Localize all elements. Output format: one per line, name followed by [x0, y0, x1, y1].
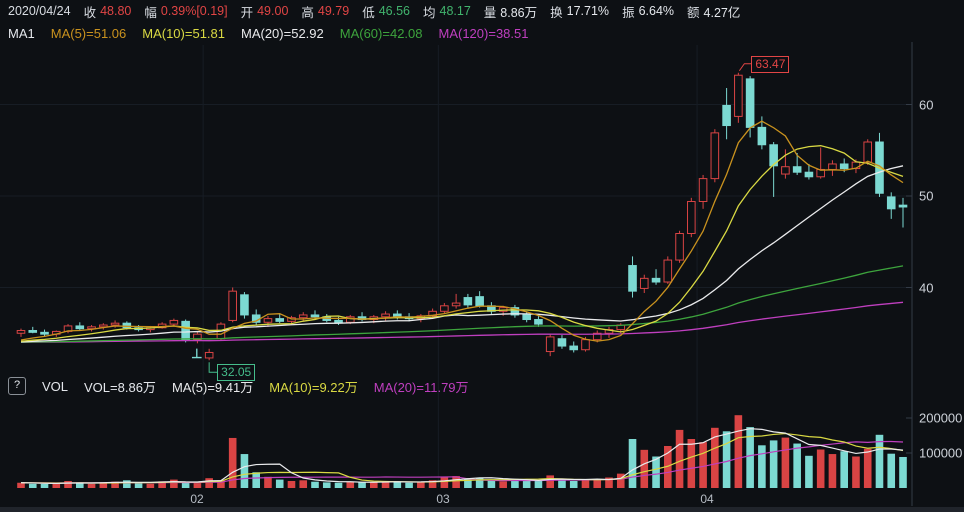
quote-item-label: 量	[483, 5, 497, 20]
y-axis-label: 40	[919, 280, 934, 295]
quote-item-value: 17.71%	[566, 4, 610, 18]
quote-item-label: 换	[550, 5, 563, 20]
quote-item: 收 48.80	[84, 2, 132, 21]
quote-item-value: 49.00	[257, 4, 289, 18]
quote-item: 高 49.79	[301, 2, 349, 21]
quote-item: 开 49.00	[241, 2, 289, 21]
quote-item-label: 收	[83, 5, 97, 20]
quote-item-label: 均	[422, 5, 436, 20]
quote-item-label: 低	[362, 5, 375, 20]
quote-item-value: 0.39%[0.19]	[160, 4, 228, 18]
quote-item-value: 6.64%	[638, 4, 675, 18]
quote-item: 均 48.17	[423, 2, 471, 21]
quote-date: 2020/04/24	[8, 4, 71, 18]
quote-item-label: 幅	[144, 5, 157, 20]
event-marker-icon: ⊥	[191, 346, 203, 362]
ma-legend-item: MA(60)=42.08	[339, 25, 423, 41]
quote-item-label: 开	[240, 5, 254, 20]
quote-item: 振 6.64%	[622, 2, 674, 21]
volume-legend-values: VOL=8.86万 MA(5)=9.41万 MA(10)=9.22万 MA(20)=1…	[84, 377, 469, 396]
x-axis-month-label: 04	[700, 492, 714, 506]
volume-legend-item: MA(5)=9.41万	[171, 379, 254, 395]
quote-info-bar: 2020/04/24 收 48.80 幅 0.39%[0.19] 开 49.00 高 49.7…	[0, 0, 964, 22]
quote-item-value: 49.79	[317, 4, 350, 18]
volume-legend-bar[interactable]: ? VOL VOL=8.86万 MA(5)=9.41万 MA(10)=9.22万 MA…	[0, 374, 964, 398]
quote-item-value: 48.17	[439, 4, 471, 18]
volume-legend-item: MA(10)=9.22万	[269, 379, 358, 395]
quote-item: 量 8.86万	[484, 2, 537, 21]
x-axis-month-label: 02	[190, 492, 204, 506]
quote-item-value: 48.80	[100, 4, 132, 18]
y-axis-label: 60	[919, 97, 934, 112]
y-axis-label: 200000	[919, 410, 963, 426]
y-axis-label: 100000	[919, 445, 963, 461]
bottom-edge-strip	[0, 507, 964, 512]
quote-item: 额 4.27亿	[687, 2, 740, 21]
quote-item: 换 17.71%	[550, 2, 609, 21]
ma-legend-title: MA1	[8, 25, 35, 41]
quote-item-label: 振	[622, 5, 635, 20]
quote-values: 收 48.80 幅 0.39%[0.19] 开 49.00 高 49.79 低 46.56 均 48.…	[84, 2, 741, 21]
quote-item-value: 4.27亿	[703, 5, 741, 20]
low-price-annotation: 32.05	[217, 364, 256, 382]
volume-indicator-title: VOL	[42, 378, 69, 394]
y-axis-label: 50	[919, 188, 934, 204]
ma-legend-item: MA(10)=51.81	[142, 25, 225, 41]
high-price-annotation: 63.47	[751, 55, 790, 73]
quote-item-value: 8.86万	[500, 5, 538, 20]
quote-item: 幅 0.39%[0.19]	[144, 2, 227, 21]
quote-item-label: 高	[301, 5, 314, 20]
ma-legend-values: MA(5)=51.06 MA(10)=51.81 MA(20)=52.92 MA(60…	[51, 26, 529, 41]
ma-legend-item: MA(120)=38.51	[438, 25, 529, 41]
quote-item-value: 46.56	[378, 4, 410, 18]
help-icon[interactable]: ?	[8, 377, 26, 395]
ma-legend-item: MA(20)=52.92	[241, 25, 324, 41]
quote-item-label: 额	[687, 5, 700, 20]
quote-item: 低 46.56	[362, 2, 410, 21]
ma-legend-item: MA(5)=51.06	[50, 25, 127, 41]
volume-legend-item: MA(20)=11.79万	[373, 379, 469, 395]
x-axis-month-label: 03	[436, 492, 450, 506]
volume-legend-item: VOL=8.86万	[84, 379, 156, 395]
ma-legend-bar[interactable]: MA1 MA(5)=51.06 MA(10)=51.81 MA(20)=52.92 M…	[0, 22, 964, 44]
